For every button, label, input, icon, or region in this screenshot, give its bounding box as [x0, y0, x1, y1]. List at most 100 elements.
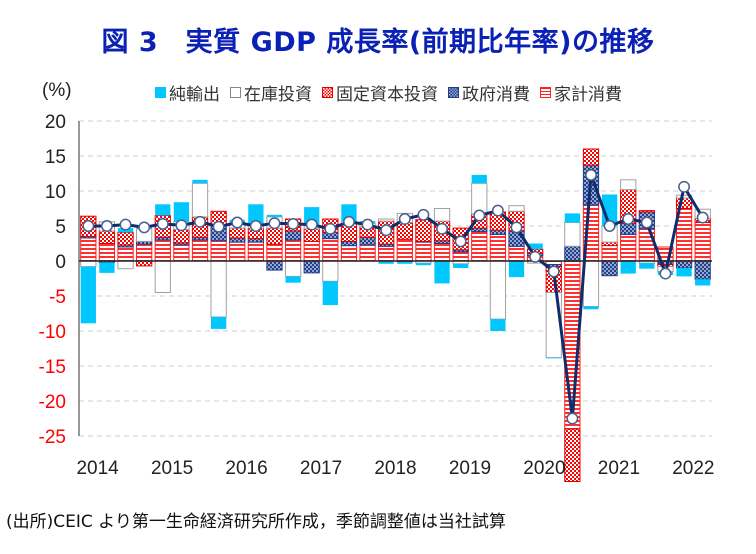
bar-stacks — [80, 148, 711, 482]
gdp-point — [454, 235, 467, 248]
bar-inventory — [322, 260, 339, 282]
y-tick-label: -10 — [39, 322, 66, 343]
gdp-point — [138, 221, 151, 234]
bar-government — [340, 240, 358, 247]
chart-title: 図 3 実質 GDP 成長率(前期比年率)の推移 — [101, 27, 655, 58]
bar-fixed-investment — [98, 230, 116, 244]
gdp-point — [473, 209, 486, 222]
bar-government — [489, 229, 507, 235]
legend-label: 在庫投資 — [244, 85, 312, 105]
gdp-point — [343, 215, 355, 228]
gdp-point — [566, 412, 579, 425]
gdp-point — [622, 213, 635, 225]
gdp-point — [305, 218, 318, 231]
bar-household — [601, 245, 618, 262]
legend-item-net-exports[interactable]: 純輸出 — [155, 80, 220, 105]
bar-net-exports — [639, 263, 655, 269]
fixed-investment-swatch-icon — [322, 87, 333, 98]
legend-label: 固定資本投資 — [336, 85, 438, 105]
household-swatch-icon — [540, 87, 551, 98]
bar-inventory — [378, 218, 395, 222]
bar-net-exports — [99, 262, 115, 273]
bar-net-exports — [546, 357, 562, 359]
bar-household — [471, 231, 488, 262]
bar-household — [452, 251, 469, 262]
bar-net-exports — [583, 306, 599, 310]
bar-net-exports — [434, 261, 450, 284]
bar-inventory — [620, 179, 637, 191]
bar-fixed-investment — [173, 229, 190, 244]
bar-net-exports — [285, 276, 301, 283]
gdp-point — [82, 220, 95, 232]
gdp-point — [547, 265, 560, 278]
bar-household — [191, 239, 209, 262]
bar-fixed-investment — [266, 227, 283, 245]
bar-household — [433, 243, 451, 262]
gdp-point — [175, 219, 188, 232]
legend-item-fixed-investment[interactable]: 固定資本投資 — [322, 80, 438, 105]
bar-fixed-investment — [396, 222, 413, 240]
bar-net-exports — [210, 317, 227, 329]
bar-government — [675, 260, 693, 269]
legend-item-government[interactable]: 政府消費 — [448, 80, 530, 105]
legend-item-inventory[interactable]: 在庫投資 — [230, 80, 312, 105]
bar-household — [229, 241, 246, 262]
bar-net-exports — [471, 174, 487, 184]
bar-government — [284, 230, 302, 241]
bar-fixed-investment — [303, 228, 320, 242]
gdp-point — [696, 211, 709, 224]
gdp-point — [417, 208, 430, 221]
bar-net-exports — [378, 261, 394, 264]
bar-household — [359, 244, 376, 262]
y-axis-unit-label: (%) — [42, 80, 72, 101]
bar-household — [154, 239, 171, 262]
bar-net-exports — [173, 202, 190, 222]
x-tick-label: 2017 — [300, 458, 342, 479]
bar-inventory — [582, 260, 600, 307]
net-exports-swatch-icon — [155, 87, 166, 98]
bar-fixed-investment — [582, 148, 600, 166]
bar-fixed-investment — [415, 219, 432, 242]
gdp-point — [585, 168, 597, 181]
bar-net-exports — [620, 261, 636, 274]
bar-inventory — [489, 260, 507, 320]
bar-net-exports — [155, 204, 171, 216]
x-tick-label: 2018 — [374, 458, 416, 479]
bar-fixed-investment — [564, 428, 581, 482]
gdp-point — [510, 221, 523, 234]
legend: 純輸出 在庫投資 固定資本投資 政府消費 家計消費 — [155, 80, 622, 105]
gdp-point — [324, 222, 337, 235]
bar-household — [247, 241, 265, 262]
bar-household — [98, 243, 116, 262]
bar-fixed-investment — [638, 210, 655, 213]
gdp-point — [491, 204, 504, 217]
bar-inventory — [210, 260, 227, 318]
bar-household — [266, 243, 283, 262]
bar-inventory — [508, 205, 525, 212]
bar-inventory — [80, 260, 97, 268]
bar-net-exports — [341, 204, 357, 222]
bar-fixed-investment — [601, 241, 618, 247]
x-tick-label: 2014 — [76, 458, 119, 479]
bar-net-exports — [676, 268, 692, 277]
gdp-point — [436, 222, 448, 235]
bar-inventory — [191, 182, 209, 218]
bar-government — [303, 260, 320, 274]
bar-government — [471, 227, 488, 233]
gdp-point — [287, 217, 300, 230]
legend-item-household[interactable]: 家計消費 — [540, 80, 622, 105]
bar-household — [117, 246, 134, 262]
bar-household — [80, 237, 97, 262]
bar-inventory — [117, 260, 134, 270]
bar-net-exports — [453, 263, 469, 268]
bar-household — [284, 239, 302, 262]
x-tick-label: 2022 — [672, 458, 714, 479]
bar-household — [340, 245, 358, 262]
bar-inventory — [284, 260, 302, 277]
x-tick-label: 2020 — [523, 458, 565, 479]
axes — [78, 121, 712, 436]
y-tick-label: -20 — [39, 392, 66, 413]
bar-net-exports — [490, 319, 506, 331]
y-tick-labels: 20 15 10 5 0 -5 -10 -15 -20 -25 — [39, 112, 66, 448]
